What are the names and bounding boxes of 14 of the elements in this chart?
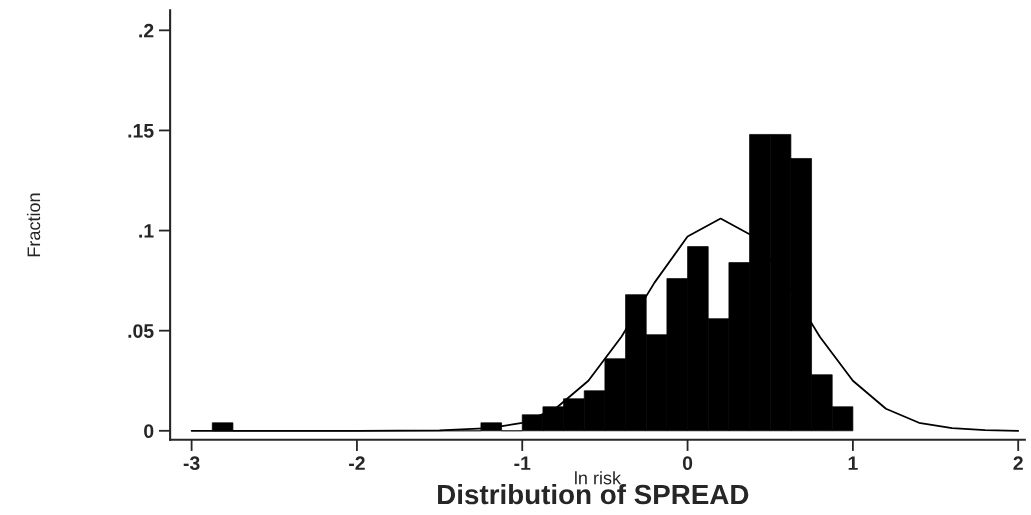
y-tick-label: .05 [128,324,154,338]
x-tick-label: 1 [848,456,858,470]
y-tick-label: .1 [139,224,154,238]
y-tick-label: .15 [128,124,154,138]
x-tick-label: 0 [682,456,693,471]
x-axis-title: ln risk [575,471,622,485]
y-tick-label: .2 [139,23,154,38]
x-tick-label: 2 [1013,456,1023,470]
x-tick-label: -3 [183,456,200,471]
y-axis-title: Fraction [26,193,41,257]
y-tick-label: 0 [144,424,154,439]
x-tick-label: -1 [514,456,531,470]
x-tick-label: -2 [349,456,365,470]
text: Distribution of SPREAD [438,483,749,505]
